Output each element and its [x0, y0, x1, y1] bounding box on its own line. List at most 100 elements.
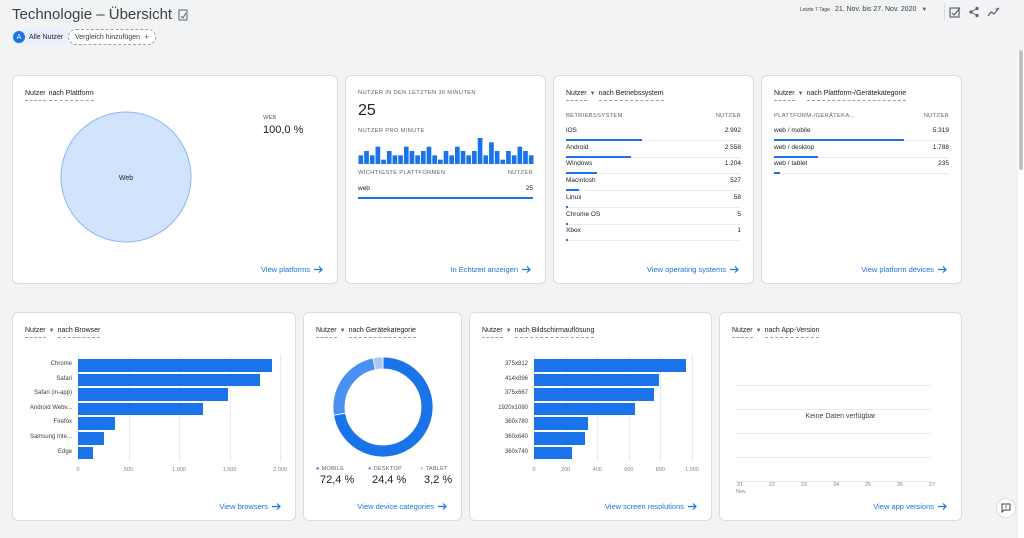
- date-range-picker[interactable]: Letzte 7 Tage 21. Nov. bis 27. Nov. 2020…: [800, 6, 927, 13]
- minute-bar[interactable]: [392, 155, 398, 164]
- minute-bar[interactable]: [426, 146, 432, 164]
- minute-bar[interactable]: [375, 146, 381, 164]
- table-row[interactable]: web 25: [358, 182, 533, 199]
- customize-report-icon[interactable]: [948, 5, 962, 19]
- card-title-metric[interactable]: Nutzer: [774, 90, 795, 101]
- card-title-dimension[interactable]: nach Plattform: [48, 90, 94, 101]
- minute-bar[interactable]: [460, 151, 466, 164]
- card-title-metric[interactable]: Nutzer: [482, 327, 503, 338]
- minute-bar[interactable]: [443, 151, 449, 164]
- bar[interactable]: [534, 432, 585, 445]
- minute-bar[interactable]: [489, 142, 494, 164]
- minute-bar[interactable]: [420, 151, 426, 164]
- minute-bar[interactable]: [398, 155, 403, 164]
- minute-bar[interactable]: [437, 159, 443, 164]
- minute-bar[interactable]: [500, 159, 506, 164]
- table-row[interactable]: Android 2.558: [566, 141, 741, 158]
- bar[interactable]: [78, 417, 116, 430]
- minute-bar[interactable]: [449, 155, 455, 164]
- caret-down-icon[interactable]: ▼: [797, 91, 804, 97]
- bar[interactable]: [78, 402, 204, 416]
- table-row[interactable]: iOS 2.992: [566, 124, 741, 141]
- minute-bar[interactable]: [506, 151, 511, 164]
- bar[interactable]: [534, 373, 659, 387]
- minute-bar[interactable]: [409, 151, 415, 164]
- minute-bar[interactable]: [415, 155, 420, 164]
- view-screen-resolutions-link[interactable]: View screen resolutions: [605, 502, 697, 511]
- minute-bar[interactable]: [403, 146, 409, 164]
- card-title-metric[interactable]: Nutzer: [732, 327, 753, 338]
- minute-bar[interactable]: [369, 155, 375, 164]
- insights-icon[interactable]: [986, 5, 1000, 19]
- minute-bar[interactable]: [472, 151, 477, 164]
- caret-down-icon[interactable]: ▼: [48, 328, 55, 334]
- view-os-link[interactable]: View operating systems: [647, 265, 739, 274]
- report-edit-icon[interactable]: [178, 9, 188, 21]
- minute-bar[interactable]: [466, 155, 472, 164]
- caret-down-icon[interactable]: ▼: [589, 91, 596, 97]
- donut-segment[interactable]: [372, 356, 384, 371]
- card-title-dimension[interactable]: nach Gerätekategorie: [348, 327, 416, 338]
- bar[interactable]: [78, 373, 260, 387]
- card-title-dimension[interactable]: nach App-Version: [764, 327, 820, 338]
- minute-bar[interactable]: [432, 155, 437, 164]
- minute-bar[interactable]: [517, 146, 523, 164]
- minute-bar[interactable]: [528, 155, 534, 164]
- view-platforms-link[interactable]: View platforms: [261, 265, 323, 274]
- bar[interactable]: [534, 388, 655, 401]
- table-row[interactable]: Xbox 1: [566, 224, 741, 242]
- view-app-versions-link[interactable]: View app versions: [873, 502, 947, 511]
- minute-bar[interactable]: [386, 151, 392, 164]
- view-platform-devices-link[interactable]: View platform devices: [861, 265, 947, 274]
- view-device-categories-link[interactable]: View device categories: [357, 502, 447, 511]
- bar[interactable]: [534, 402, 636, 416]
- scrollbar-thumb[interactable]: [1019, 50, 1023, 170]
- card-title-dimension[interactable]: nach Bildschirmauflösung: [514, 327, 595, 338]
- minute-bar[interactable]: [523, 151, 528, 164]
- card-title-metric[interactable]: Nutzer: [25, 90, 46, 101]
- vertical-scrollbar[interactable]: [1018, 50, 1024, 538]
- caret-down-icon[interactable]: ▼: [505, 328, 512, 334]
- bar[interactable]: [78, 359, 272, 372]
- bar[interactable]: [534, 446, 572, 460]
- table-row[interactable]: Windows 1.204: [566, 157, 741, 175]
- card-title-dimension[interactable]: nach Plattform-/Gerätekategorie: [806, 90, 907, 101]
- bar[interactable]: [534, 359, 686, 372]
- minute-bar[interactable]: [381, 159, 386, 164]
- pie-slice-web[interactable]: [60, 111, 192, 243]
- segment-chip-all-users[interactable]: A Alle Nutzer: [12, 29, 70, 45]
- bar[interactable]: [78, 446, 94, 460]
- bar[interactable]: [78, 388, 229, 401]
- minute-bar[interactable]: [455, 146, 460, 164]
- share-icon[interactable]: [967, 5, 981, 19]
- caret-down-icon[interactable]: ▼: [339, 328, 346, 334]
- bar[interactable]: [534, 417, 588, 430]
- table-row[interactable]: web / desktop 1.788: [774, 141, 949, 158]
- feedback-button[interactable]: [996, 498, 1016, 518]
- legend-dot: ●: [316, 466, 320, 472]
- card-title-metric[interactable]: Nutzer: [316, 327, 337, 338]
- table-row[interactable]: Macintosh 527: [566, 174, 741, 192]
- card-title-dimension[interactable]: nach Betriebssystem: [598, 90, 664, 101]
- add-comparison-button[interactable]: Vergleich hinzufügen +: [68, 29, 157, 45]
- bar[interactable]: [78, 432, 105, 445]
- realtime-link[interactable]: In Echtzeit anzeigen: [450, 265, 531, 274]
- card-title-metric[interactable]: Nutzer: [25, 327, 46, 338]
- minute-bar[interactable]: [494, 151, 500, 164]
- minute-bar[interactable]: [483, 155, 489, 164]
- view-browsers-link[interactable]: View browsers: [219, 502, 281, 511]
- minute-bar[interactable]: [511, 155, 517, 164]
- table-row[interactable]: web / mobile 5.319: [774, 124, 949, 141]
- table-row[interactable]: Linux 58: [566, 191, 741, 208]
- minute-bar[interactable]: [477, 138, 483, 164]
- card-title: Nutzer ▼ nach Betriebssystem: [566, 90, 664, 101]
- minute-bar[interactable]: [358, 155, 364, 164]
- card-title-metric[interactable]: Nutzer: [566, 90, 587, 101]
- table-row[interactable]: Chrome OS 5: [566, 208, 741, 225]
- donut-segment[interactable]: [333, 356, 434, 458]
- table-row[interactable]: web / tablet 235: [774, 157, 949, 175]
- minute-bar[interactable]: [364, 151, 369, 164]
- card-title-dimension[interactable]: nach Browser: [57, 327, 101, 338]
- donut-segment[interactable]: [332, 357, 376, 416]
- caret-down-icon[interactable]: ▼: [755, 328, 762, 334]
